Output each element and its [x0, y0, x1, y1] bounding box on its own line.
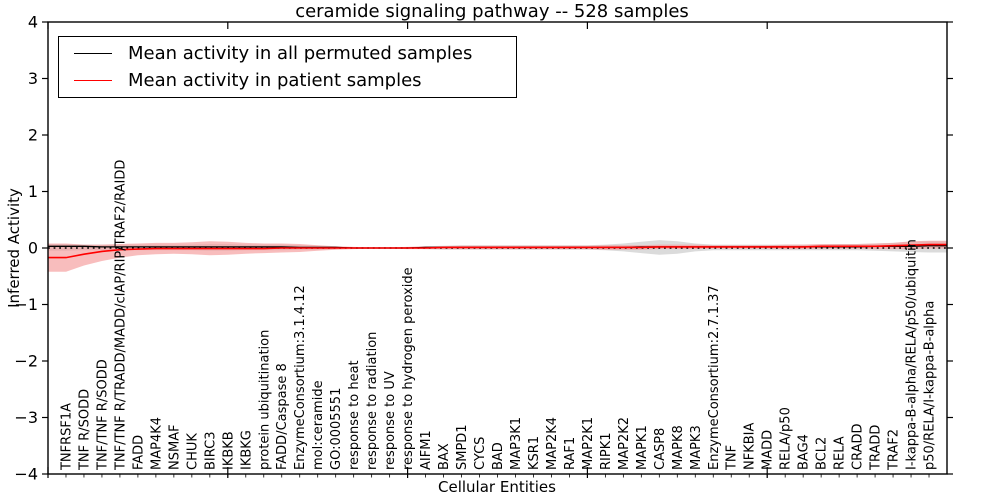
- series-line-patient: [48, 243, 947, 259]
- x-tick-label: IKBKB: [221, 431, 236, 470]
- x-tick-label: TRADD: [869, 425, 884, 471]
- x-tick-label: MAP3K1: [509, 417, 524, 470]
- y-tick-label: −3: [14, 408, 38, 427]
- legend-label-patient: Mean activity in patient samples: [128, 70, 422, 91]
- x-tick-label: IKBKG: [239, 430, 254, 470]
- x-tick-label: NFKBIA: [743, 423, 758, 470]
- x-tick-label: SMPD1: [455, 424, 470, 470]
- x-tick-label: CHUK: [185, 433, 200, 470]
- x-tick-label: CYCS: [473, 437, 488, 470]
- x-tick-label: TRAF2: [887, 429, 902, 471]
- legend-item-permuted: Mean activity in all permuted samples: [59, 43, 516, 64]
- x-tick-label: p50/RELA/I-kappa-B-alpha: [923, 301, 938, 470]
- x-tick-label: MAP2K2: [617, 417, 632, 470]
- x-tick-label: RIPK1: [599, 432, 614, 470]
- x-tick-label: TNF: [725, 445, 740, 471]
- y-tick-label: 4: [28, 12, 38, 31]
- y-tick-label: 2: [28, 125, 38, 144]
- y-tick-label: −1: [14, 295, 38, 314]
- x-tick-label: BAX: [437, 443, 452, 470]
- y-tick-label: 1: [28, 182, 38, 201]
- x-tick-label: MAP4K4: [149, 417, 164, 470]
- x-tick-label: protein ubiquitination: [257, 330, 272, 470]
- x-tick-label: TNFRSF1A: [59, 403, 74, 471]
- legend-line-permuted: [74, 53, 112, 54]
- x-tick-label: BIRC3: [203, 432, 218, 471]
- x-tick-label: response to UV: [383, 371, 398, 470]
- x-tick-label: BAD: [491, 442, 506, 470]
- x-tick-label: response to heat: [347, 360, 362, 470]
- x-tick-label: RELA: [833, 436, 848, 470]
- chart-title: ceramide signaling pathway -- 528 sample…: [295, 1, 689, 22]
- x-axis-label: Cellular Entities: [438, 478, 556, 496]
- x-tick-label: KSR1: [527, 436, 542, 470]
- x-tick-label: MAPK3: [689, 425, 704, 470]
- x-tick-label: MAP2K1: [581, 417, 596, 470]
- x-tick-label: CRADD: [851, 424, 866, 471]
- y-tick-label: 3: [28, 69, 38, 88]
- x-tick-label: NSMAF: [167, 424, 182, 470]
- legend-item-patient: Mean activity in patient samples: [59, 70, 516, 91]
- legend-line-patient: [74, 80, 112, 81]
- x-tick-label: response to hydrogen peroxide: [401, 267, 416, 470]
- y-tick-label: −2: [14, 351, 38, 370]
- x-tick-label: MAPK1: [635, 425, 650, 470]
- x-tick-label: EnzymeConsortium:3.1.4.12: [293, 285, 308, 470]
- x-tick-label: TNF/TNF R/TRADD/MADD/cIAP/RIP/TRAF2/RAID…: [113, 160, 128, 471]
- x-tick-label: CASP8: [653, 428, 668, 470]
- x-tick-label: RELA/p50: [779, 407, 794, 470]
- legend-label-permuted: Mean activity in all permuted samples: [128, 43, 473, 64]
- x-tick-label: response to radiation: [365, 332, 380, 470]
- x-tick-label: EnzymeConsortium:2.7.1.37: [707, 285, 722, 470]
- x-tick-label: BAG4: [797, 434, 812, 470]
- y-tick-label: −4: [14, 464, 38, 483]
- x-tick-label: I-kappa-B-alpha/RELA/p50/ubiquitin: [905, 239, 920, 470]
- x-tick-label: AIFM1: [419, 430, 434, 470]
- x-tick-label: MADD: [761, 430, 776, 470]
- x-tick-label: FADD/Caspase 8: [275, 363, 290, 470]
- x-tick-label: mol:ceramide: [311, 380, 326, 470]
- x-tick-label: MAP2K4: [545, 417, 560, 470]
- x-tick-label: BCL2: [815, 437, 830, 470]
- x-tick-label: FADD: [131, 435, 146, 470]
- y-tick-label: 0: [28, 238, 38, 257]
- x-tick-label: TNF/TNF R/SODD: [95, 359, 110, 471]
- x-tick-label: GO:0005551: [329, 388, 344, 470]
- x-tick-label: RAF1: [563, 437, 578, 470]
- x-tick-label: TNF R/SODD: [77, 389, 92, 471]
- x-tick-label: MAPK8: [671, 425, 686, 470]
- legend: Mean activity in all permuted samples Me…: [58, 36, 517, 98]
